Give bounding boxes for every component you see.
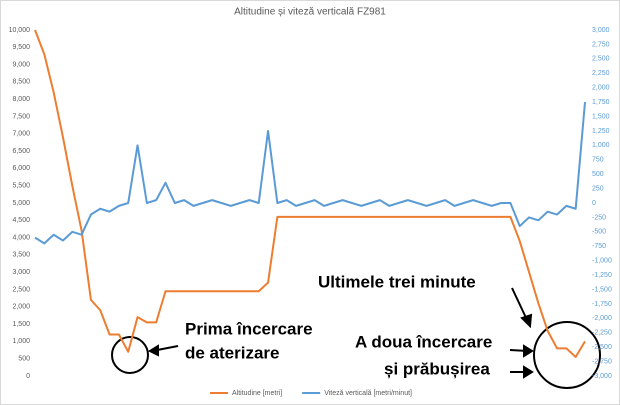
y2-tick-label: -1,000 [592, 258, 612, 265]
y2-tick-label: -2,000 [592, 315, 612, 322]
legend-label: Altitudine [metri] [232, 390, 282, 397]
chart-title: Altitudine și viteză verticală FZ981 [234, 7, 386, 18]
y2-tick-label: 1,500 [592, 113, 610, 120]
legend-label: Viteză verticală [metri/minut] [324, 390, 412, 397]
y-tick-label: 500 [18, 356, 30, 363]
y2-tick-label: 2,000 [592, 85, 610, 92]
y2-tick-label: 2,750 [592, 41, 610, 48]
y-tick-label: 3,000 [12, 269, 30, 276]
y2-tick-label: 250 [592, 185, 604, 192]
annotation-marks [111, 287, 601, 389]
y-tick-label: 4,000 [12, 234, 30, 241]
y-tick-label: 2,000 [12, 304, 30, 311]
annotation: de aterizare [185, 343, 280, 362]
y2-tick-label: -1,500 [592, 286, 612, 293]
annotation: Ultimele trei minute [318, 272, 476, 291]
annotation: și prăbușirea [384, 359, 490, 378]
y2-tick-label: -750 [592, 243, 606, 250]
arrow-head [523, 365, 534, 379]
y2-tick-label: 750 [592, 157, 604, 164]
y-tick-label: 1,000 [12, 338, 30, 345]
y-tick-label: 7,500 [12, 113, 30, 120]
y2-tick-label: -250 [592, 214, 606, 221]
y2-tick-label: 1,000 [592, 142, 610, 149]
y2-tick-label: -1,750 [592, 301, 612, 308]
y-tick-label: 5,000 [12, 200, 30, 207]
y2-tick-label: 1,750 [592, 99, 610, 106]
y-tick-label: 2,500 [12, 286, 30, 293]
y2-tick-label: 3,000 [592, 27, 610, 34]
y-tick-label: 6,000 [12, 165, 30, 172]
y-tick-label: 9,500 [12, 44, 30, 51]
y-tick-label: 0 [26, 373, 30, 380]
annotation: A doua încercare [355, 332, 492, 351]
y2-tick-label: 500 [592, 171, 604, 178]
y-tick-label: 10,000 [9, 27, 31, 34]
line-series [34, 101, 586, 245]
y-tick-label: 8,500 [12, 79, 30, 86]
y2-tick-label: 2,500 [592, 56, 610, 63]
y2-tick-label: -3,000 [592, 373, 612, 380]
y2-tick-label: 1,250 [592, 128, 610, 135]
y2-tick-label: 0 [592, 200, 596, 207]
y-tick-label: 6,500 [12, 148, 30, 155]
arrow-head [147, 344, 159, 357]
annotation: Prima încercare [185, 319, 313, 338]
y-tick-label: 7,000 [12, 131, 30, 138]
y-tick-label: 4,500 [12, 217, 30, 224]
arrow-head [520, 313, 533, 329]
line-series [34, 29, 586, 358]
y-tick-label: 8,000 [12, 96, 30, 103]
y2-tick-label: -500 [592, 229, 606, 236]
y-tick-label: 9,000 [12, 61, 30, 68]
y2-tick-label: -2,750 [592, 358, 612, 365]
circle [111, 336, 149, 374]
y2-tick-label: -1,250 [592, 272, 612, 279]
y2-tick-label: -2,500 [592, 344, 612, 351]
y2-tick-label: -2,250 [592, 330, 612, 337]
y2-tick-label: 2,250 [592, 70, 610, 77]
circle [533, 321, 601, 389]
y-tick-label: 3,500 [12, 252, 30, 259]
y-tick-label: 5,500 [12, 183, 30, 190]
y-tick-label: 1,500 [12, 321, 30, 328]
arrow-head [523, 344, 534, 358]
